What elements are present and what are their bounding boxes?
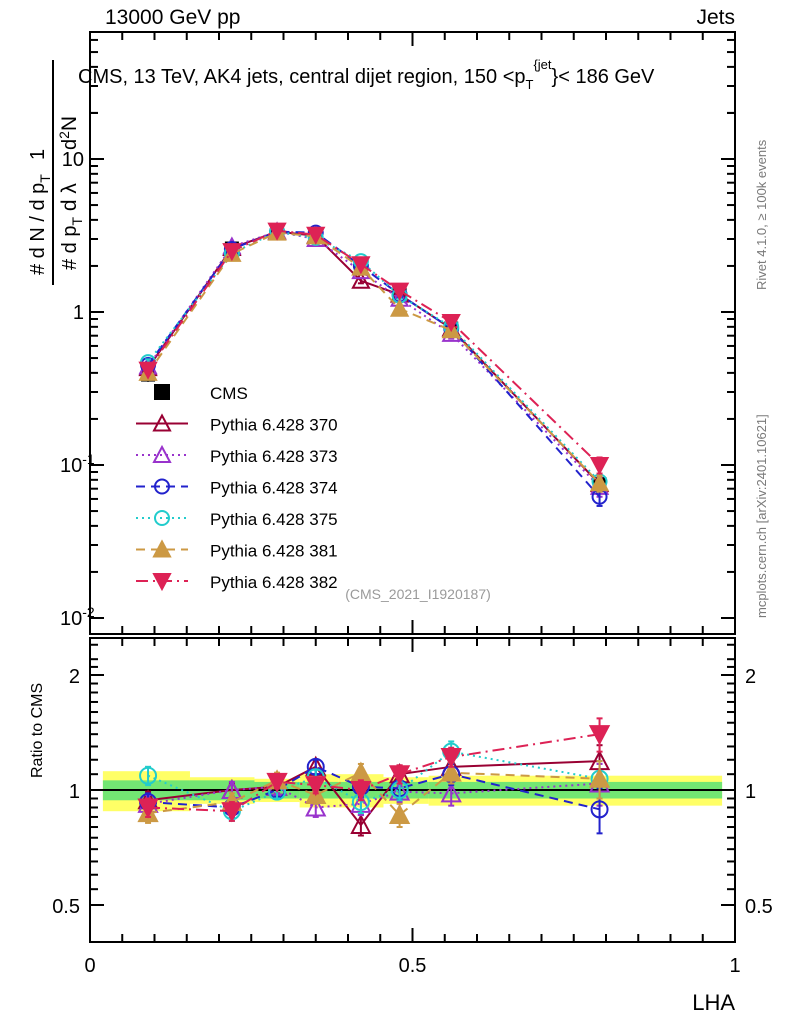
- legend-label: Pythia 6.428 381: [210, 542, 338, 561]
- ratio-series-line: [148, 733, 600, 813]
- main-y-axis-title: # d N / d pT 1 # d pT d λ d2N: [27, 60, 85, 285]
- ratio-y-tick-label-right: 0.5: [745, 896, 773, 918]
- data-point-marker: [137, 798, 159, 819]
- x-axis-title: LHA: [692, 990, 735, 1015]
- data-point-marker: [389, 282, 410, 301]
- legend-label: Pythia 6.428 370: [210, 416, 338, 435]
- ratio-series-pythia-6-428-382: [137, 717, 611, 823]
- ratio-y-tick-label-right: 1: [745, 781, 756, 803]
- ratio-y-tick-label-left: 1: [69, 781, 80, 803]
- ratio-series-line: [147, 771, 600, 817]
- legend-label: CMS: [210, 384, 248, 403]
- legend-item-cms[interactable]: CMS: [154, 384, 248, 403]
- side-annotations: Rivet 4.1.0, ≥ 100k events mcplots.cern.c…: [754, 139, 769, 618]
- data-point-marker: [138, 361, 158, 380]
- ratio-y-tick-label-right: 2: [745, 666, 756, 688]
- ratio-x-ticks: [89, 638, 736, 942]
- series-line: [147, 229, 601, 466]
- data-point-marker: [350, 761, 372, 782]
- data-point-marker: [389, 298, 410, 317]
- data-point-marker: [388, 803, 411, 825]
- data-point-marker: [305, 796, 327, 817]
- data-point-marker: [154, 478, 170, 495]
- data-point-marker: [441, 314, 461, 333]
- data-point-marker: [154, 384, 170, 400]
- data-point-marker: [388, 765, 411, 786]
- main-y-tick-label: 1: [73, 302, 84, 324]
- legend-item-pythia-6-428-381[interactable]: Pythia 6.428 381: [136, 539, 338, 561]
- plot-title: CMS, 13 TeV, AK4 jets, central dijet reg…: [78, 57, 655, 92]
- data-point-marker: [440, 761, 462, 782]
- main-x-ticks: [89, 32, 736, 634]
- data-point-marker: [588, 725, 611, 746]
- legend-item-pythia-6-428-374[interactable]: Pythia 6.428 374: [136, 478, 338, 498]
- data-point-marker: [305, 776, 327, 797]
- main-y-tick-label: 10: [62, 149, 84, 171]
- ratio-y-ticks: [90, 643, 735, 906]
- legend-item-pythia-6-428-373[interactable]: Pythia 6.428 373: [136, 444, 338, 466]
- ratio-series-group: [137, 717, 611, 837]
- data-point-marker: [221, 802, 243, 823]
- ratio-y-tick-label-left: 2: [69, 666, 80, 688]
- data-point-marker: [222, 243, 242, 262]
- series-line: [147, 231, 601, 484]
- legend-label: Pythia 6.428 374: [210, 479, 338, 498]
- data-point-marker: [350, 813, 372, 834]
- data-point-marker: [266, 772, 288, 794]
- legend-label: Pythia 6.428 382: [210, 573, 338, 592]
- series-pythia-6-428-382: [138, 222, 610, 476]
- data-point-marker: [588, 767, 611, 788]
- ratio-panel: 2 2 1 1 0.5 0.5: [52, 637, 773, 943]
- data-point-marker: [440, 748, 462, 769]
- main-y-ticks: [90, 38, 735, 619]
- rivet-version-label: Rivet 4.1.0, ≥ 100k events: [754, 139, 769, 290]
- header: 13000 GeV pp Jets: [105, 6, 735, 29]
- mcplots-reference-label: mcplots.cern.ch [arXiv:2401.10621]: [754, 414, 769, 618]
- data-point-marker: [306, 226, 326, 245]
- data-point-marker: [351, 256, 371, 275]
- ratio-series-line: [147, 760, 600, 827]
- data-point-marker: [154, 510, 170, 526]
- y-axis-title-part: d2N: [56, 116, 81, 150]
- legend-item-pythia-6-428-370[interactable]: Pythia 6.428 370: [136, 413, 338, 435]
- data-point-marker: [590, 800, 609, 819]
- data-point-marker: [152, 539, 172, 558]
- y-axis-title-part: 1: [27, 149, 49, 160]
- data-point-marker: [351, 270, 371, 289]
- data-point-marker: [152, 573, 172, 592]
- data-point-marker: [139, 766, 158, 785]
- data-point-marker: [267, 222, 287, 241]
- data-point-marker: [152, 413, 172, 432]
- legend-label: Pythia 6.428 375: [210, 510, 338, 529]
- x-tick-label: 0: [84, 955, 95, 977]
- main-series-group: [138, 221, 610, 507]
- y-axis-title-part: # d N / d pT: [27, 174, 53, 275]
- header-beam-label: 13000 GeV pp: [105, 6, 240, 29]
- ratio-y-axis-title: Ratio to CMS: [29, 683, 46, 778]
- x-tick-label: 1: [729, 955, 740, 977]
- analysis-id-watermark: (CMS_2021_I1920187): [345, 586, 491, 602]
- main-plot-frame: [89, 31, 736, 635]
- data-point-marker: [589, 473, 610, 492]
- ratio-y-tick-label-left: 0.5: [52, 896, 80, 918]
- data-point-marker: [589, 457, 610, 476]
- data-point-marker: [152, 444, 172, 463]
- legend-item-pythia-6-428-375[interactable]: Pythia 6.428 375: [136, 510, 338, 529]
- data-point-marker: [350, 781, 372, 802]
- series-line: [147, 230, 601, 483]
- legend-item-pythia-6-428-382[interactable]: Pythia 6.428 382: [136, 573, 338, 592]
- legend: CMS Pythia 6.428 370 Pythia 6.428 373 Pythi…: [136, 384, 338, 592]
- data-point-marker: [440, 782, 462, 803]
- x-tick-label: 0.5: [399, 955, 427, 977]
- y-axis-title-part: # d pT d λ: [58, 183, 85, 270]
- legend-label: Pythia 6.428 373: [210, 447, 338, 466]
- plot-title-text: CMS, 13 TeV, AK4 jets, central dijet reg…: [78, 57, 655, 92]
- header-category-label: Jets: [696, 6, 735, 29]
